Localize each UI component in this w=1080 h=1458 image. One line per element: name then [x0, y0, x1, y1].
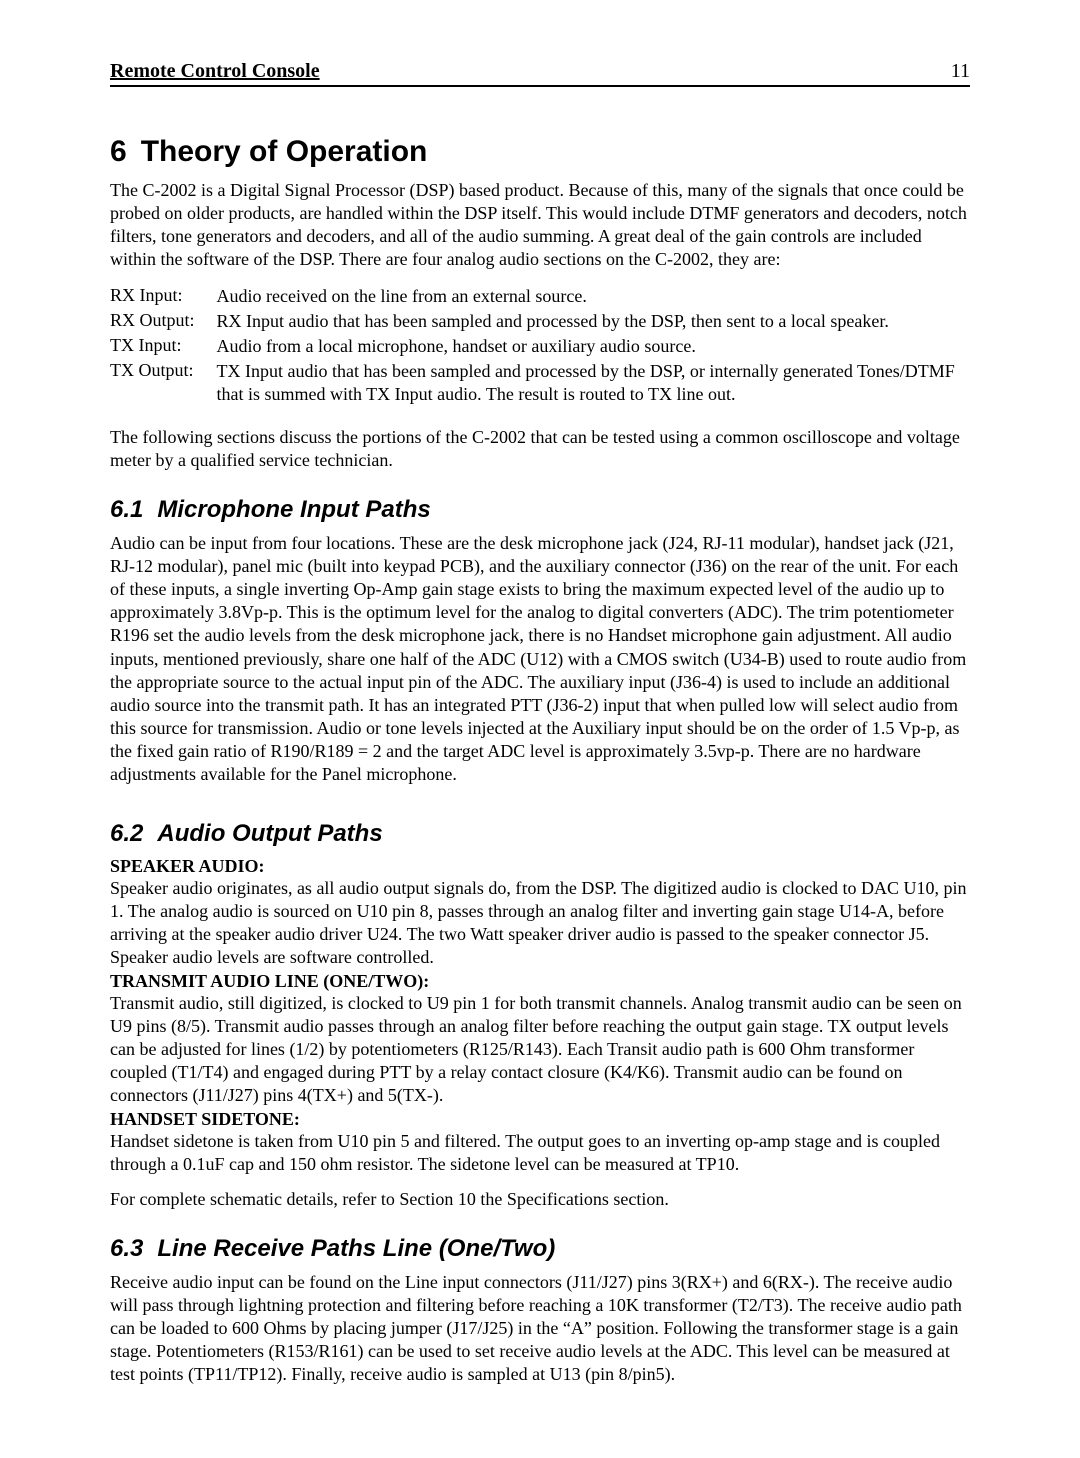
subsection-title: Audio Output Paths	[157, 820, 382, 848]
definitions-table: RX Input: Audio received on the line fro…	[110, 285, 970, 408]
definition-desc: Audio received on the line from an exter…	[217, 285, 970, 310]
subsection-number: 6.1	[110, 496, 143, 524]
page-number: 11	[951, 60, 970, 83]
subsection-footer-62: For complete schematic details, refer to…	[110, 1188, 970, 1211]
definition-desc: Audio from a local microphone, handset o…	[217, 335, 970, 360]
transmit-audio-label: TRANSMIT AUDIO LINE (ONE/TWO):	[110, 971, 970, 992]
handset-sidetone-body: Handset sidetone is taken from U10 pin 5…	[110, 1130, 970, 1176]
definition-row: TX Output: TX Input audio that has been …	[110, 360, 970, 408]
subsection-heading-62: 6.2 Audio Output Paths	[110, 820, 970, 848]
subsection-body-63: Receive audio input can be found on the …	[110, 1271, 970, 1386]
section-number: 6	[110, 135, 127, 169]
definition-row: TX Input: Audio from a local microphone,…	[110, 335, 970, 360]
definition-term: TX Output:	[110, 360, 217, 408]
definition-term: RX Input:	[110, 285, 217, 310]
definition-term: TX Input:	[110, 335, 217, 360]
subsection-number: 6.2	[110, 820, 143, 848]
page: Remote Control Console 11 6 Theory of Op…	[0, 0, 1080, 1458]
subsection-heading-61: 6.1 Microphone Input Paths	[110, 496, 970, 524]
subsection-title: Line Receive Paths Line (One/Two)	[157, 1235, 555, 1263]
speaker-audio-label: SPEAKER AUDIO:	[110, 856, 970, 877]
header-title: Remote Control Console	[110, 60, 320, 83]
definition-desc: TX Input audio that has been sampled and…	[217, 360, 970, 408]
definition-desc: RX Input audio that has been sampled and…	[217, 310, 970, 335]
handset-sidetone-label: HANDSET SIDETONE:	[110, 1109, 970, 1130]
section-intro: The C-2002 is a Digital Signal Processor…	[110, 179, 970, 271]
subsection-number: 6.3	[110, 1235, 143, 1263]
section-title: Theory of Operation	[141, 135, 428, 169]
transmit-audio-body: Transmit audio, still digitized, is cloc…	[110, 992, 970, 1107]
subsection-heading-63: 6.3 Line Receive Paths Line (One/Two)	[110, 1235, 970, 1263]
subsection-title: Microphone Input Paths	[157, 496, 430, 524]
section-after-defs: The following sections discuss the porti…	[110, 426, 970, 472]
definition-row: RX Input: Audio received on the line fro…	[110, 285, 970, 310]
definition-row: RX Output: RX Input audio that has been …	[110, 310, 970, 335]
definition-term: RX Output:	[110, 310, 217, 335]
subsection-body-61: Audio can be input from four locations. …	[110, 532, 970, 785]
speaker-audio-body: Speaker audio originates, as all audio o…	[110, 877, 970, 969]
section-heading: 6 Theory of Operation	[110, 135, 970, 169]
page-header: Remote Control Console 11	[110, 60, 970, 87]
